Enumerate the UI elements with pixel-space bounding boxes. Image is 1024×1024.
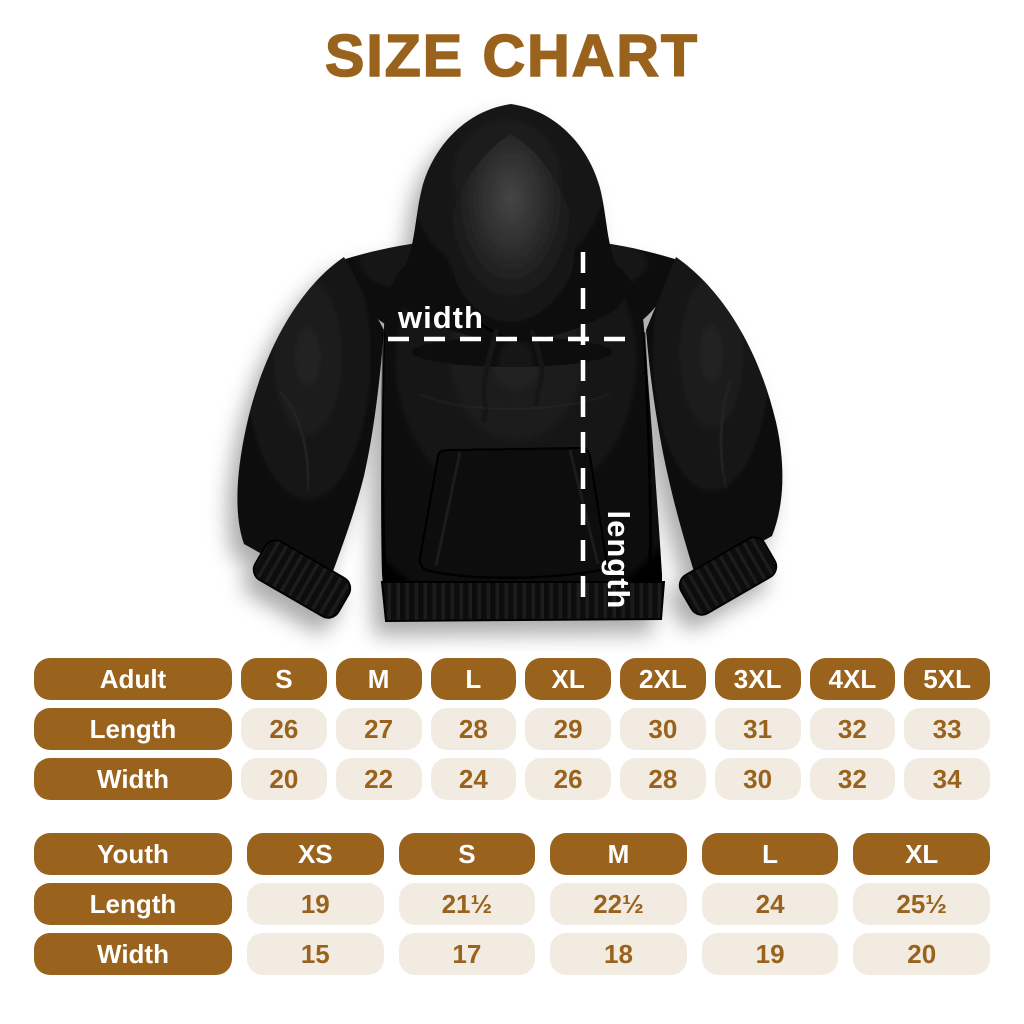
- measurement-overlay: width length: [388, 252, 636, 610]
- width-value-cell: 17: [398, 933, 536, 975]
- width-value-cell: 28: [620, 758, 706, 800]
- right-cuff: [678, 536, 778, 616]
- length-value-cell: 25½: [853, 883, 990, 925]
- youth-size-table: Youth XS S M L XL Length 19 21½ 22½ 24 2…: [34, 833, 990, 975]
- length-value-cell: 19: [247, 883, 384, 925]
- hoodie-garment: [237, 104, 783, 623]
- row-label-pill: Length: [34, 883, 232, 925]
- width-value-cell: 34: [904, 758, 990, 800]
- width-value-cell: 32: [809, 758, 896, 800]
- length-measure-label: length: [601, 511, 636, 610]
- size-header-pill: XS: [247, 833, 384, 875]
- length-value-cell: 30: [620, 708, 706, 750]
- width-value-cell: 20: [241, 758, 327, 800]
- row-label-pill: Length: [34, 708, 232, 750]
- hoodie-illustration: width length: [237, 104, 783, 623]
- size-header-pill: 3XL: [714, 658, 801, 700]
- size-header-pill: S: [398, 833, 536, 875]
- size-header-pill: L: [430, 658, 517, 700]
- width-value-cell: 15: [247, 933, 384, 975]
- length-value-cell: 32: [809, 708, 896, 750]
- page-title: SIZE CHART: [324, 22, 699, 90]
- hood-lining: [447, 134, 575, 338]
- length-value-cell: 28: [430, 708, 517, 750]
- width-value-cell: 30: [714, 758, 801, 800]
- kangaroo-pocket: [418, 446, 608, 579]
- adult-size-table: Adult S M L XL 2XL 3XL 4XL 5XL Length 26…: [34, 658, 990, 800]
- width-value-cell: 22: [335, 758, 422, 800]
- length-value-cell: 26: [241, 708, 327, 750]
- length-value-cell: 22½: [550, 883, 687, 925]
- length-value-cell: 33: [904, 708, 990, 750]
- size-header-pill: S: [241, 658, 327, 700]
- adult-table-header-pill: Adult: [34, 658, 232, 700]
- hem-band: [380, 581, 666, 623]
- width-value-cell: 18: [550, 933, 687, 975]
- size-header-pill: 4XL: [809, 658, 896, 700]
- youth-table-header-pill: Youth: [34, 833, 232, 875]
- length-value-cell: 31: [714, 708, 801, 750]
- width-value-cell: 19: [701, 933, 839, 975]
- size-header-pill: M: [550, 833, 687, 875]
- length-value-cell: 24: [701, 883, 839, 925]
- left-cuff: [252, 539, 352, 619]
- size-header-pill: 5XL: [904, 658, 990, 700]
- size-header-pill: L: [701, 833, 839, 875]
- width-value-cell: 20: [853, 933, 990, 975]
- length-value-cell: 27: [335, 708, 422, 750]
- size-header-pill: M: [335, 658, 422, 700]
- size-header-pill: XL: [853, 833, 990, 875]
- width-value-cell: 26: [525, 758, 611, 800]
- size-header-pill: 2XL: [620, 658, 706, 700]
- row-label-pill: Width: [34, 933, 232, 975]
- row-label-pill: Width: [34, 758, 232, 800]
- width-measure-label: width: [397, 300, 484, 335]
- width-value-cell: 24: [430, 758, 517, 800]
- length-value-cell: 29: [525, 708, 611, 750]
- length-value-cell: 21½: [398, 883, 536, 925]
- size-header-pill: XL: [525, 658, 611, 700]
